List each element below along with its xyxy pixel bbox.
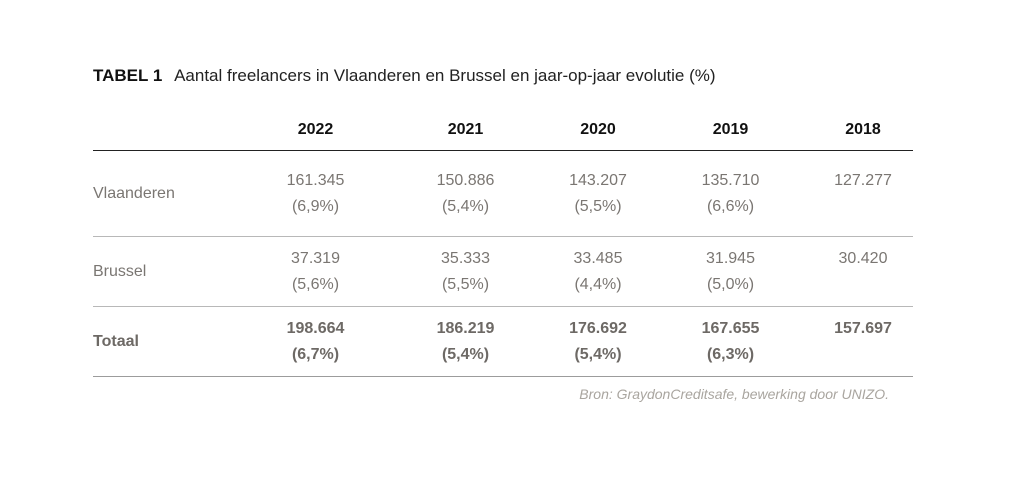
cell-percent: (6,3%) [706,345,755,363]
cell-value: 176.692 [569,319,627,337]
cell-percent: (4,4%) [574,275,622,293]
header-2018: 2018 [813,110,913,151]
header-2020: 2020 [548,110,648,151]
table-cell: 143.207 (5,5%) [548,150,648,237]
table-row-brussel: Brussel 37.319 (5,6%) 35.333 (5,5%) 33.485… [93,236,913,307]
cell-percent: (6,9%) [291,197,340,215]
cell-value: 150.886 [436,171,495,189]
cell-value: 161.345 [286,171,345,189]
header-2019: 2019 [648,110,813,151]
cell-value: 35.333 [441,249,490,267]
cell-percent: (5,5%) [441,275,490,293]
cell-value: 31.945 [706,249,755,267]
table-cell: 33.485 (4,4%) [548,236,648,307]
table-cell: 127.277 [813,150,913,237]
cell-percent: (6,6%) [706,197,755,215]
table-cell: 167.655 (6,3%) [648,306,813,377]
table-cell: 150.886 (5,4%) [383,150,548,237]
row-label: Vlaanderen [93,150,248,237]
cell-percent: (5,4%) [574,345,622,363]
cell-percent: (5,4%) [441,345,490,363]
cell-value: 37.319 [291,249,340,267]
cell-value: 127.277 [834,171,892,189]
table-cell: 37.319 (5,6%) [248,236,383,307]
cell-percent: (5,0%) [706,275,755,293]
table-cell: 30.420 [813,236,913,307]
table-cell: 198.664 (6,7%) [248,306,383,377]
header-empty [93,110,248,151]
cell-value: 198.664 [286,319,345,337]
cell-value: 30.420 [838,249,888,267]
source-note: Bron: GraydonCreditsafe, bewerking door … [579,386,889,402]
table-cell: 161.345 (6,9%) [248,150,383,237]
table-cell: 135.710 (6,6%) [648,150,813,237]
cell-value: 157.697 [834,319,892,337]
cell-value: 186.219 [436,319,495,337]
header-2022: 2022 [248,110,383,151]
cell-percent: (6,7%) [291,345,340,363]
cell-percent [813,342,913,368]
cell-value: 143.207 [569,171,627,189]
cell-percent [813,272,913,298]
cell-value: 135.710 [701,171,760,189]
cell-percent: (5,5%) [574,197,622,215]
row-label: Brussel [93,236,248,307]
table-cell: 157.697 [813,306,913,377]
row-label: Totaal [93,306,248,377]
table-cell: 186.219 (5,4%) [383,306,548,377]
cell-value: 33.485 [573,249,623,267]
header-row: 2022 2021 2020 2019 2018 [93,110,913,151]
cell-percent [813,194,913,220]
cell-percent: (5,4%) [441,197,490,215]
freelancers-table: 2022 2021 2020 2019 2018 Vlaanderen 161.… [93,110,913,377]
table-cell: 35.333 (5,5%) [383,236,548,307]
table-cell: 31.945 (5,0%) [648,236,813,307]
table-row-vlaanderen: Vlaanderen 161.345 (6,9%) 150.886 (5,4%) 1… [93,150,913,237]
table-row-totaal: Totaal 198.664 (6,7%) 186.219 (5,4%) 176.6… [93,306,913,377]
header-2021: 2021 [383,110,548,151]
cell-percent: (5,6%) [291,275,340,293]
table-title-label: TABEL 1 [93,66,163,85]
cell-value: 167.655 [701,319,760,337]
table-cell: 176.692 (5,4%) [548,306,648,377]
table-title-text: Aantal freelancers in Vlaanderen en Brus… [174,66,716,85]
table-title: TABEL 1 Aantal freelancers in Vlaanderen… [93,66,716,86]
